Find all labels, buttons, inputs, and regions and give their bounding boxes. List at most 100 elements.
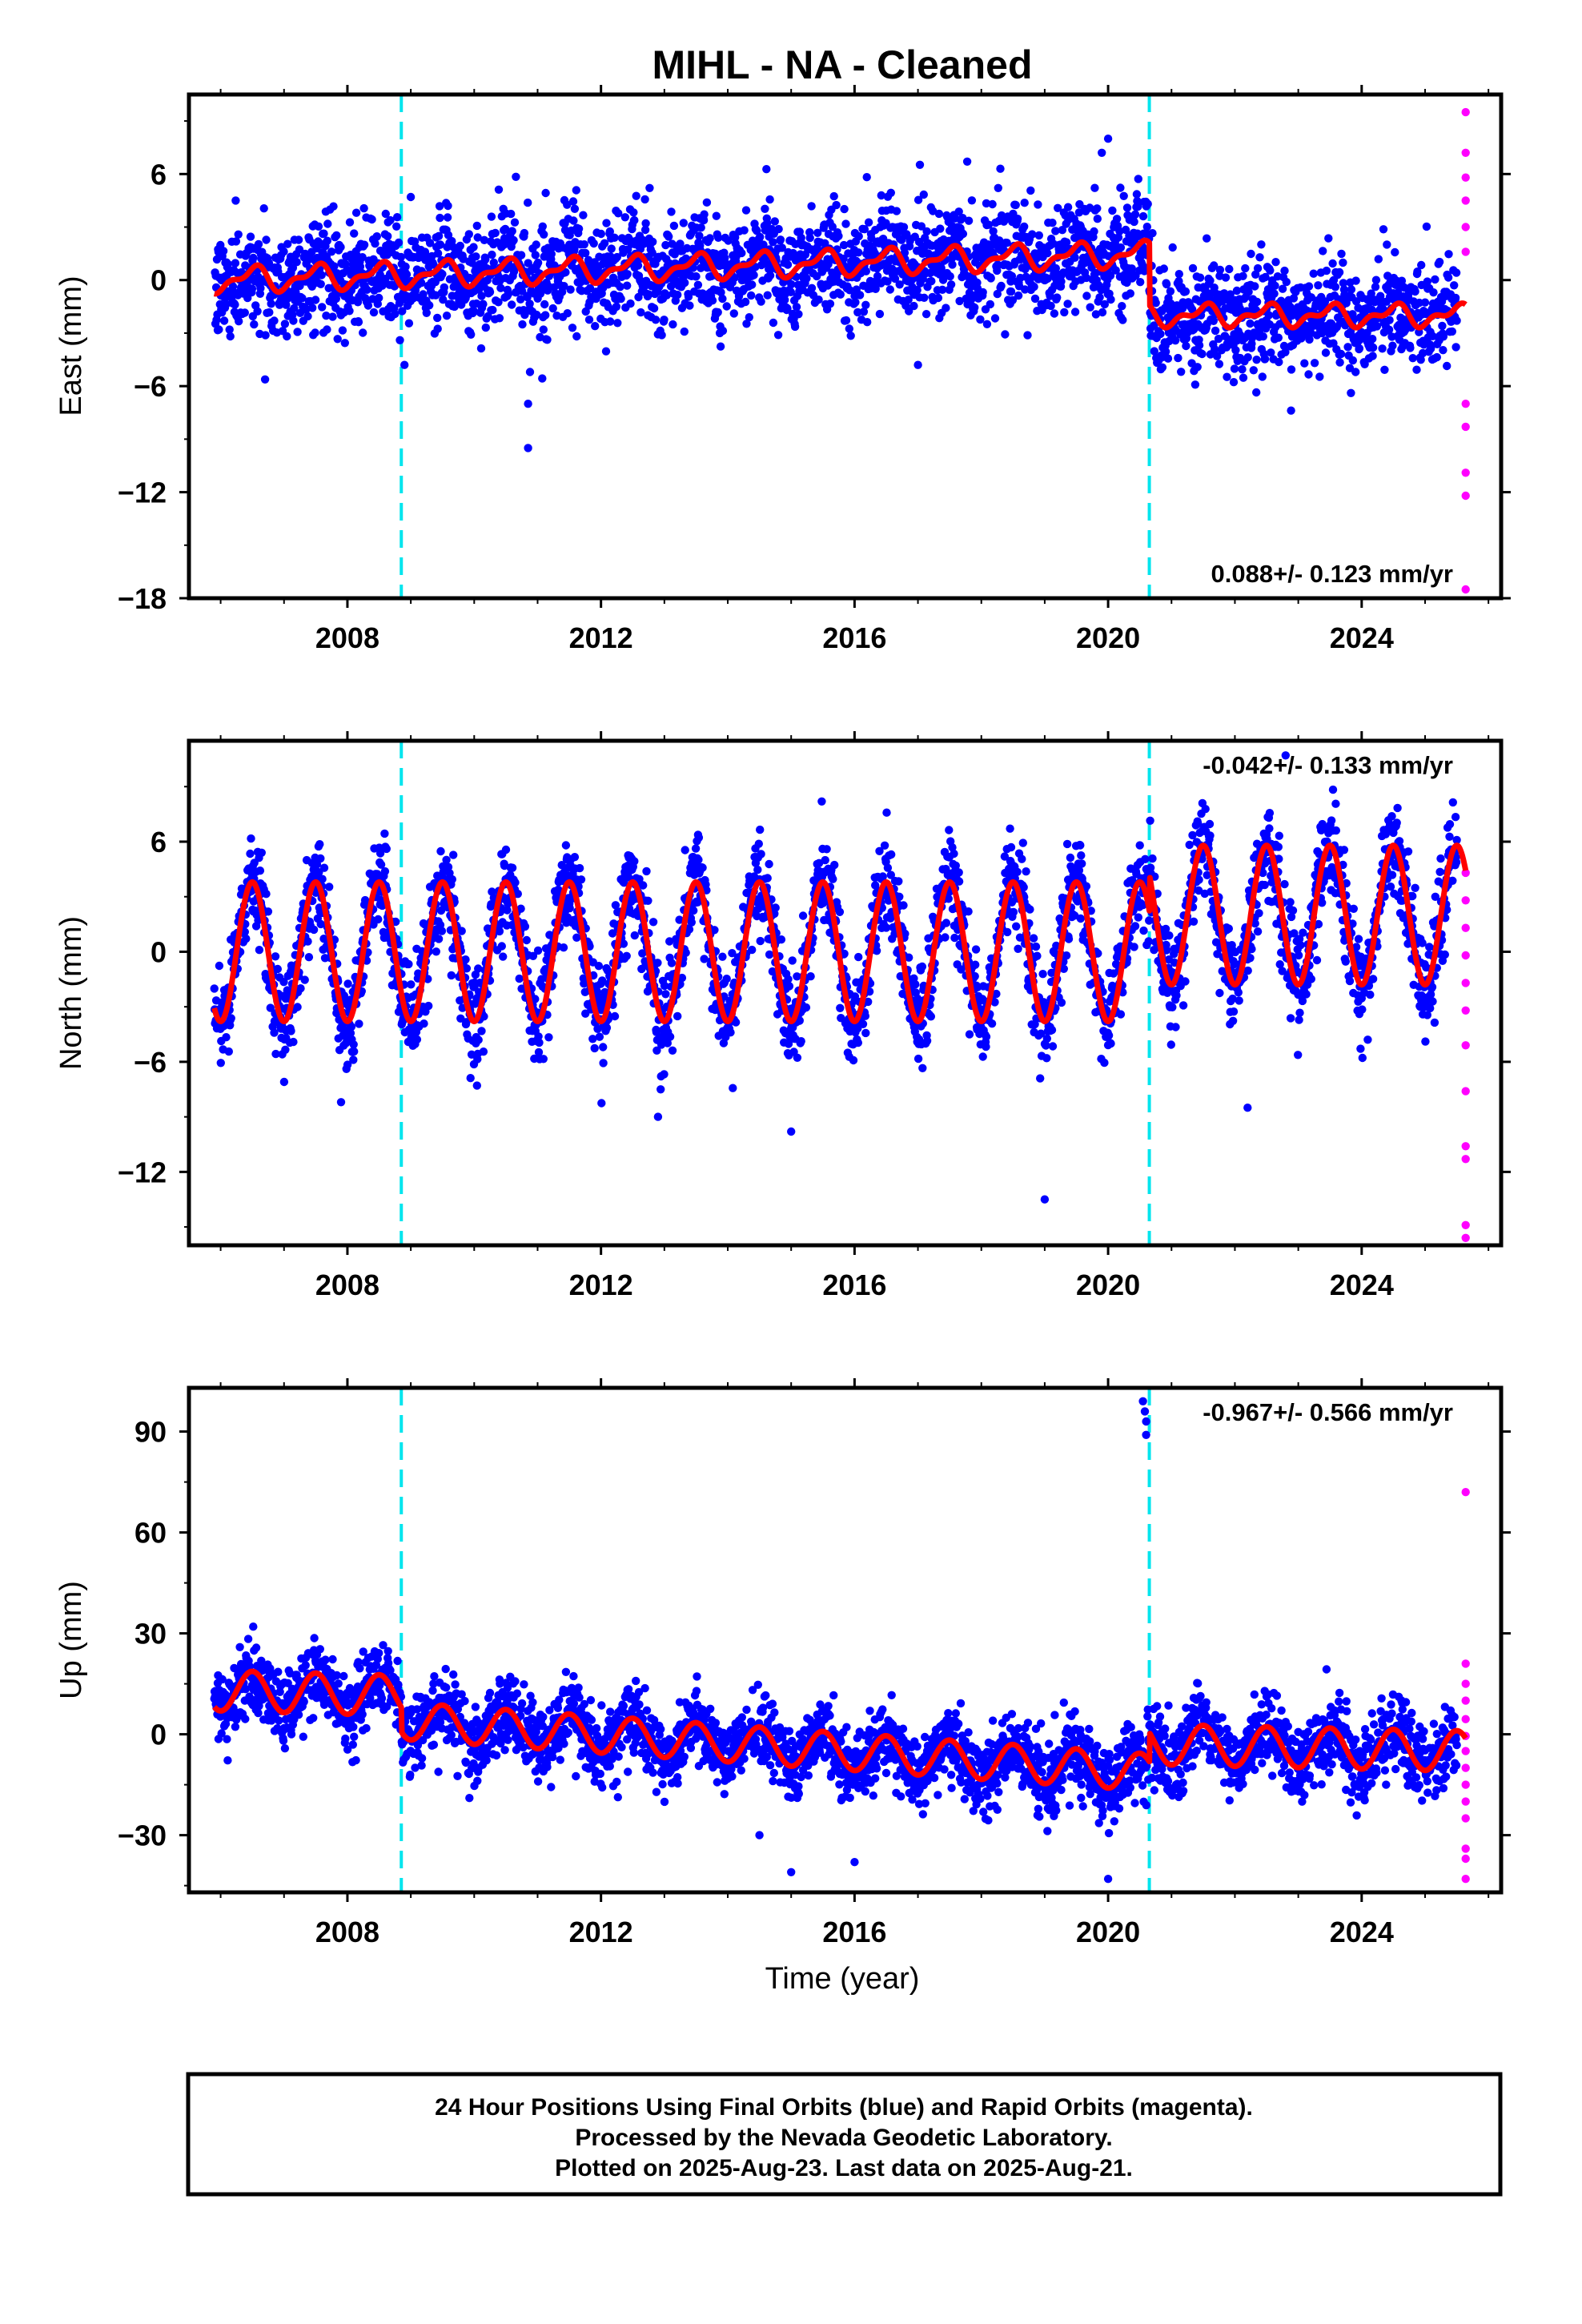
final-orbit-point	[595, 1032, 604, 1041]
final-orbit-point	[1148, 229, 1157, 238]
x-tick-label: 2008	[315, 621, 379, 654]
final-orbit-point	[797, 1037, 805, 1046]
final-orbit-point	[1335, 358, 1344, 367]
final-orbit-point	[616, 283, 624, 292]
final-orbit-point	[1443, 273, 1453, 282]
final-orbit-point	[1367, 289, 1375, 298]
final-orbit-point	[1166, 287, 1175, 296]
final-orbit-point	[520, 922, 530, 931]
final-orbit-point	[1195, 273, 1205, 282]
final-orbit-point	[861, 267, 871, 275]
final-orbit-point	[757, 297, 765, 306]
final-orbit-point	[311, 296, 320, 304]
final-orbit-point	[262, 890, 271, 899]
final-orbit-point	[1043, 274, 1053, 283]
x-tick-label: 2016	[822, 621, 886, 654]
final-orbit-point	[472, 221, 481, 231]
final-orbit-point	[1143, 199, 1152, 208]
final-orbit-point	[920, 293, 929, 302]
final-orbit-point	[958, 229, 968, 239]
final-orbit-point	[349, 1055, 358, 1064]
final-orbit-point	[700, 210, 709, 219]
final-orbit-point	[372, 232, 381, 241]
model-fit-line	[212, 237, 1468, 331]
final-orbit-point	[1053, 293, 1062, 302]
final-orbit-point	[1336, 349, 1346, 359]
final-orbit-point	[1408, 354, 1417, 363]
final-orbit-point	[1054, 203, 1062, 212]
final-orbit-point	[473, 233, 482, 242]
final-orbit-point	[1130, 210, 1140, 219]
final-orbit-point	[448, 875, 456, 884]
final-orbit-point	[425, 239, 435, 247]
final-orbit-point	[880, 841, 889, 850]
final-orbit-point	[358, 253, 367, 262]
final-orbit-point	[918, 1063, 927, 1073]
final-orbit-point	[679, 219, 688, 227]
final-orbit-point	[892, 207, 901, 215]
final-orbit-point	[726, 1028, 735, 1037]
final-orbit-point	[1429, 288, 1438, 297]
final-orbit-point	[1058, 226, 1067, 235]
final-orbit-point	[748, 945, 757, 955]
final-orbit-point	[1051, 227, 1060, 235]
final-orbit-point	[488, 250, 496, 259]
final-orbit-point	[839, 240, 849, 250]
final-orbit-point	[872, 947, 881, 955]
final-orbit-point	[836, 1003, 845, 1013]
final-orbit-point	[301, 305, 311, 315]
final-orbit-point	[447, 971, 456, 980]
x-tick-label: 2024	[1330, 621, 1394, 654]
final-orbit-point	[1351, 297, 1361, 306]
final-orbit-point	[712, 211, 721, 220]
final-orbit-point	[689, 906, 698, 915]
final-orbit-point	[1211, 344, 1219, 354]
final-orbit-point	[765, 271, 775, 280]
final-orbit-point	[846, 332, 855, 340]
final-orbit-point	[219, 316, 229, 325]
final-orbit-point	[1339, 258, 1347, 267]
final-orbit-point	[1150, 347, 1159, 356]
rapid-orbit-point	[1461, 585, 1470, 594]
final-orbit-point	[640, 195, 649, 204]
final-orbit-point	[1261, 272, 1270, 282]
final-orbit-point	[1062, 238, 1071, 247]
final-orbit-point	[1348, 356, 1358, 365]
final-orbit-point	[327, 247, 336, 256]
final-orbit-point	[685, 301, 694, 310]
final-orbit-point	[293, 328, 302, 336]
outlier-point	[400, 360, 409, 369]
final-orbit-point	[247, 834, 255, 843]
final-orbit-point	[905, 307, 913, 316]
final-orbit-point	[1379, 225, 1388, 234]
final-orbit-point	[754, 839, 763, 848]
final-orbit-point	[1020, 199, 1029, 207]
final-orbit-point	[1011, 200, 1020, 210]
final-orbit-point	[821, 855, 829, 865]
final-orbit-point	[1324, 234, 1333, 243]
final-orbit-point	[1371, 275, 1381, 284]
y-tick-label: 6	[151, 158, 167, 191]
final-orbit-point	[793, 1053, 802, 1063]
final-orbit-point	[716, 342, 725, 351]
final-orbit-point	[1368, 335, 1377, 344]
final-orbit-point	[668, 1046, 677, 1055]
final-orbit-point	[1023, 331, 1032, 340]
final-orbit-point	[323, 236, 331, 245]
final-orbit-point	[518, 320, 527, 329]
final-orbit-point	[783, 304, 792, 313]
final-orbit-point	[997, 281, 1006, 291]
final-orbit-point	[978, 287, 987, 297]
final-orbit-point	[540, 230, 548, 239]
final-orbit-point	[1270, 289, 1279, 298]
final-orbit-point	[802, 274, 811, 283]
final-orbit-point	[1134, 202, 1142, 211]
final-orbit-point	[563, 309, 572, 318]
final-orbit-point	[1007, 271, 1017, 280]
final-orbit-point	[1309, 269, 1318, 278]
final-orbit-point	[1086, 303, 1094, 312]
final-orbit-point	[281, 1045, 290, 1055]
final-orbit-point	[1223, 372, 1231, 381]
final-orbit-point	[1310, 359, 1319, 368]
final-orbit-point	[392, 222, 401, 231]
